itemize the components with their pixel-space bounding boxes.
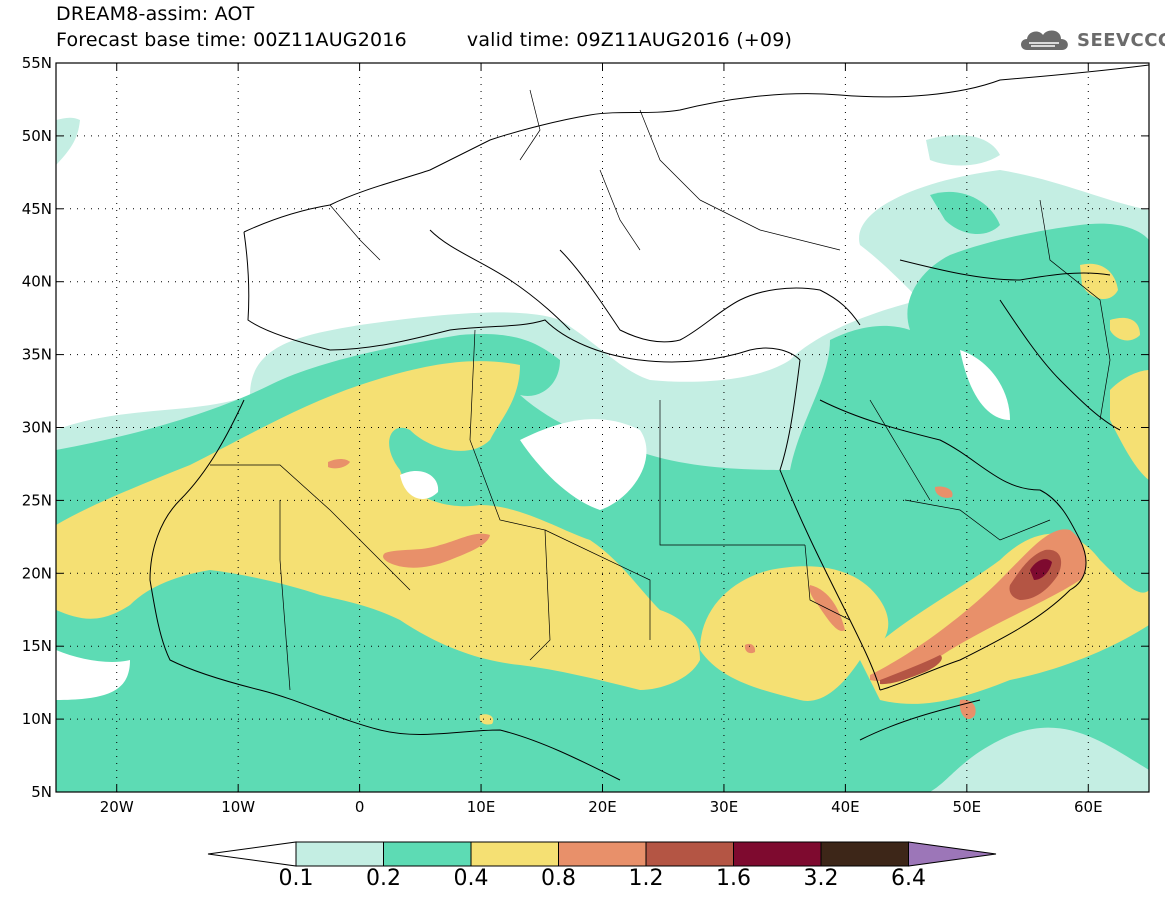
colorbar-label: 6.4	[891, 866, 926, 891]
lon-label: 50E	[953, 798, 982, 816]
colorbar-cell	[470, 841, 559, 867]
base-time: Forecast base time: 00Z11AUG2016	[56, 29, 407, 51]
lat-label: 30N	[22, 419, 52, 437]
colorbar-cell	[383, 841, 472, 867]
logo-text: SEEVCCC	[1077, 29, 1165, 51]
seevccc-logo: SEEVCCC	[1017, 24, 1165, 56]
graticule	[56, 63, 1149, 792]
colorbar-cell	[733, 841, 822, 867]
cloud-icon	[1021, 30, 1068, 50]
aot-field	[56, 64, 1149, 792]
lon-label: 20E	[588, 798, 617, 816]
time-info: Forecast base time: 00Z11AUG2016 valid ti…	[56, 29, 792, 51]
lat-label: 15N	[22, 637, 52, 655]
colorbar-label: 0.8	[541, 866, 576, 891]
lat-labels: 55N 50N 45N 40N 35N 30N 25N 20N 15N 10N 5N	[22, 54, 52, 801]
lon-label: 0	[355, 798, 365, 816]
aot-clear-areas	[56, 350, 1010, 700]
lat-label: 40N	[22, 273, 52, 291]
lon-label: 40E	[831, 798, 860, 816]
lon-label: 30E	[710, 798, 739, 816]
colorbar-cell	[820, 841, 909, 867]
lon-label: 20W	[100, 798, 134, 816]
lat-label: 50N	[22, 127, 52, 145]
colorbar-under-arrow	[207, 841, 297, 867]
lat-label: 25N	[22, 491, 52, 509]
colorbar-over-arrow	[908, 841, 997, 867]
map-title: DREAM8-assim: AOT	[56, 3, 255, 25]
axis-ticks	[56, 62, 1149, 793]
lon-labels: 20W 10W 0 10E 20E 30E 40E 50E 60E	[100, 798, 1103, 816]
colorbar-label: 3.2	[803, 866, 839, 891]
colorbar	[207, 841, 997, 867]
lon-label: 10E	[467, 798, 496, 816]
colorbar-label: 1.2	[628, 866, 664, 891]
colorbar-cell	[295, 841, 384, 867]
lon-label: 10W	[221, 798, 255, 816]
lon-label: 60E	[1074, 798, 1103, 816]
lat-label: 45N	[22, 200, 52, 218]
aot-level-1.6	[1030, 559, 1052, 580]
colorbar-label: 0.2	[366, 866, 401, 891]
colorbar-cell	[558, 841, 647, 867]
colorbar-label: 0.4	[453, 866, 489, 891]
valid-time: valid time: 09Z11AUG2016 (+09)	[466, 29, 793, 51]
lat-label: 35N	[22, 346, 52, 364]
lat-label: 10N	[22, 710, 52, 728]
borders	[210, 89, 1111, 691]
coastlines	[149, 64, 1149, 781]
lat-label: 5N	[31, 783, 52, 801]
colorbar-label: 1.6	[716, 866, 751, 891]
lat-label: 20N	[22, 564, 52, 582]
lat-label: 55N	[22, 54, 52, 72]
colorbar-label: 0.1	[278, 866, 314, 891]
colorbar-cell	[645, 841, 734, 867]
